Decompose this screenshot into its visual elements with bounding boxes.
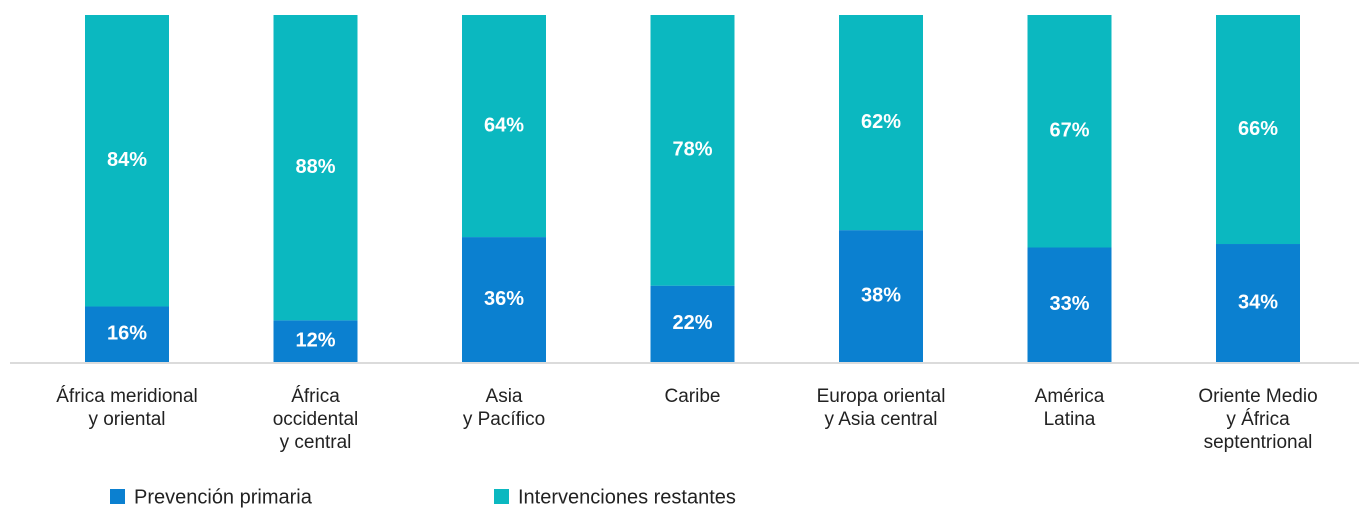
legend-swatch xyxy=(110,489,125,504)
bar-segment xyxy=(462,237,546,362)
value-label: 64% xyxy=(484,114,524,136)
value-label: 38% xyxy=(861,284,901,306)
x-tick-label: Caribe xyxy=(664,386,721,407)
bar-segment xyxy=(839,230,923,362)
bar-segment xyxy=(839,15,923,231)
bar-segment xyxy=(1027,15,1112,248)
bar-segment xyxy=(1027,247,1112,362)
bar-segment xyxy=(273,15,358,321)
x-tick-label: Asia y Pacífico xyxy=(462,386,546,430)
value-label: 88% xyxy=(295,156,335,178)
value-label: 66% xyxy=(1238,118,1278,140)
value-label: 78% xyxy=(672,139,712,161)
value-label: 12% xyxy=(295,329,335,351)
value-label: 22% xyxy=(672,312,712,334)
value-label: 33% xyxy=(1049,293,1089,315)
x-tick-label: Europa oriental y Asia central xyxy=(816,386,946,430)
x-tick-label: América Latina xyxy=(1034,386,1105,430)
bar-segment xyxy=(650,285,735,362)
x-tick-label: Oriente Medio y África septentrional xyxy=(1198,386,1318,453)
bar-segment xyxy=(1216,15,1300,245)
value-label: 84% xyxy=(107,149,147,171)
bar-segment xyxy=(462,15,546,238)
value-label: 36% xyxy=(484,288,524,310)
legend-label: Intervenciones restantes xyxy=(518,486,736,508)
bar-segment xyxy=(85,15,169,307)
x-tick-label: África meridional y oriental xyxy=(56,386,198,430)
value-label: 67% xyxy=(1049,120,1089,142)
bar-segment xyxy=(650,15,735,286)
value-label: 62% xyxy=(861,111,901,133)
bar-segment xyxy=(273,320,358,362)
value-label: 16% xyxy=(107,323,147,345)
legend-swatch xyxy=(494,489,509,504)
bar-segment xyxy=(1216,244,1300,362)
x-tick-label: África occidental y central xyxy=(272,386,359,453)
bar-segment xyxy=(85,306,169,362)
legend-label: Prevención primaria xyxy=(134,486,313,508)
value-label: 34% xyxy=(1238,291,1278,313)
